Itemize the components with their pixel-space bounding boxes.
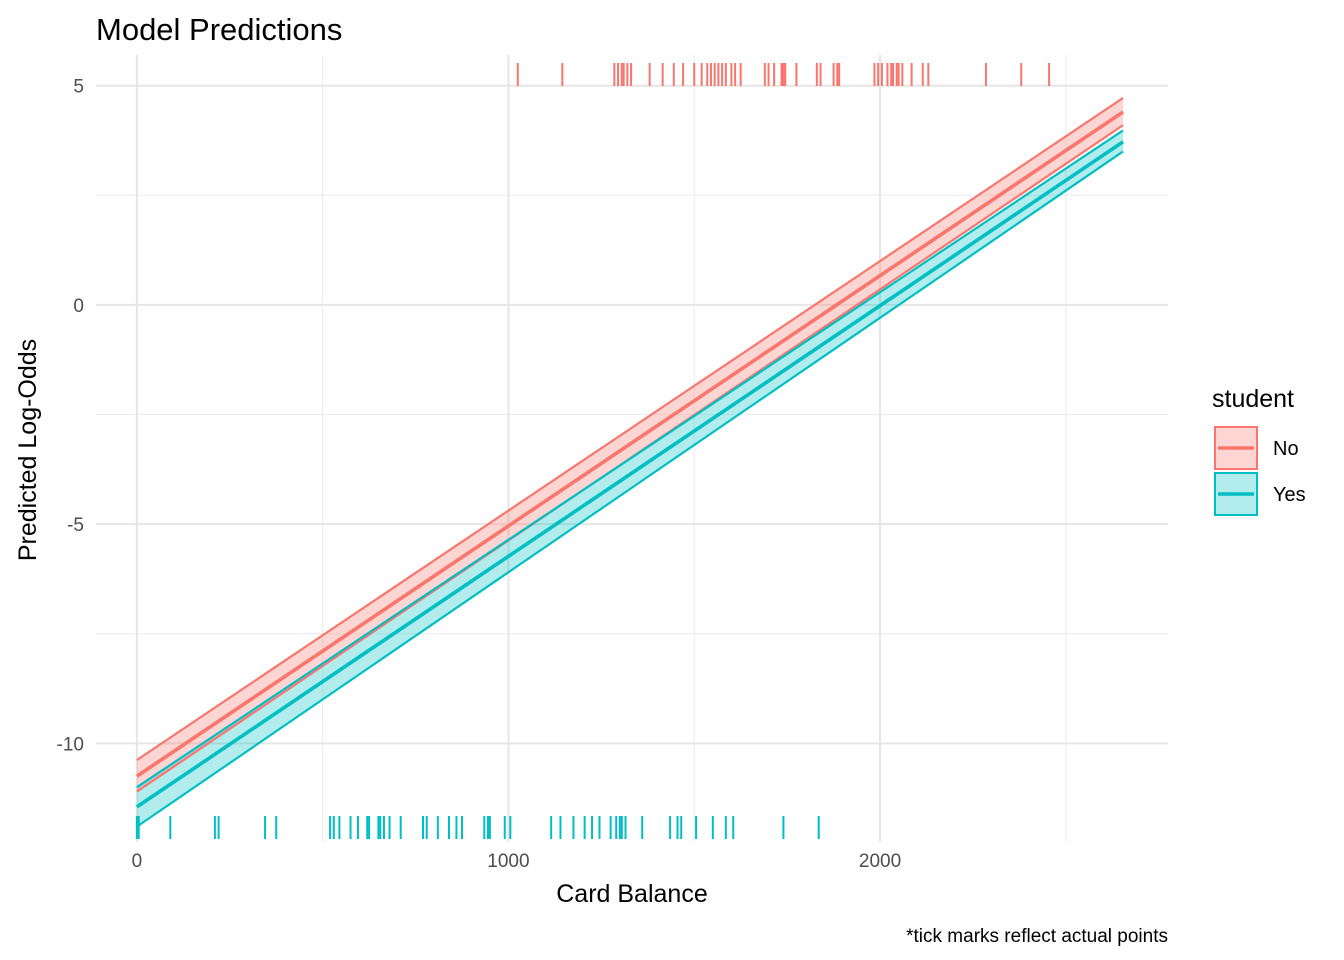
lower-bound-yes — [136, 150, 1124, 828]
x-axis-title: Card Balance — [556, 880, 707, 908]
fit-line-yes — [135, 140, 1125, 809]
legend-label-no: No — [1273, 438, 1299, 460]
legend-title: student — [1212, 385, 1294, 413]
upper-bound-no — [136, 97, 1124, 761]
fit-lines — [135, 97, 1125, 828]
rug-ticks — [135, 63, 1051, 839]
x-tick-label: 1000 — [487, 851, 529, 872]
legend-label-yes: Yes — [1273, 484, 1306, 506]
chart-title: Model Predictions — [96, 12, 342, 47]
x-tick-label: 0 — [132, 851, 143, 872]
y-axis-title: Predicted Log-Odds — [14, 339, 42, 561]
upper-bound-yes — [136, 129, 1124, 789]
band-yes — [136, 130, 1124, 827]
confidence-bands — [136, 97, 1124, 827]
legend: student No Yes — [1212, 385, 1306, 516]
chart-caption: *tick marks reflect actual points — [906, 926, 1168, 947]
y-tick-label: 5 — [73, 77, 84, 98]
y-tick-label: 0 — [73, 296, 84, 317]
y-tick-label: -10 — [57, 734, 84, 755]
major-gridlines — [96, 55, 1168, 842]
y-tick-label: -5 — [67, 515, 84, 536]
fit-line-no — [135, 110, 1125, 778]
x-tick-label: 2000 — [859, 851, 901, 872]
tick-labels: 0 1000 2000 5 0 -5 -10 — [57, 77, 902, 872]
minor-gridlines — [96, 55, 1168, 842]
